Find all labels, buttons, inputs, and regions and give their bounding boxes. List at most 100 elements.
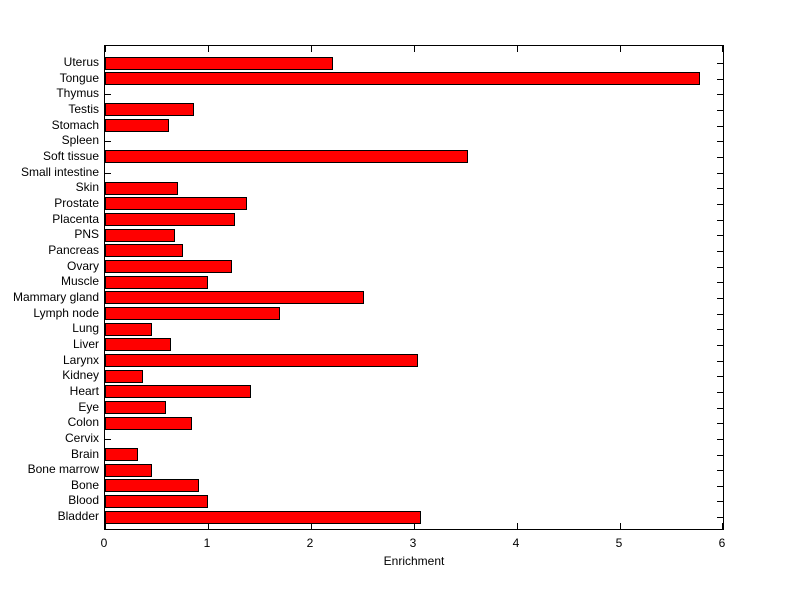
y-tick-label-eye: Eye [78, 400, 99, 414]
y-tick-mark-right [717, 455, 723, 456]
y-tick-mark-right [717, 392, 723, 393]
y-tick-mark-right [717, 470, 723, 471]
y-tick-label-larynx: Larynx [62, 353, 99, 367]
x-axis-title: Enrichment [383, 554, 445, 568]
y-tick-label-soft-tissue: Soft tissue [42, 149, 99, 163]
x-tick-label-2: 2 [306, 536, 314, 550]
y-tick-mark-right [717, 79, 723, 80]
bar-bone [105, 479, 199, 492]
bar-heart [105, 385, 251, 398]
x-tick-mark-bottom [208, 523, 209, 529]
y-tick-label-prostate: Prostate [54, 196, 99, 210]
y-tick-mark-right [717, 408, 723, 409]
y-tick-mark-right [717, 376, 723, 377]
x-tick-mark-bottom [311, 523, 312, 529]
y-tick-mark-right [717, 439, 723, 440]
bar-blood [105, 495, 208, 508]
x-tick-mark-top [722, 46, 723, 52]
x-tick-label-5: 5 [615, 536, 623, 550]
x-tick-mark-top [208, 46, 209, 52]
y-tick-label-pns: PNS [74, 227, 99, 241]
y-tick-label-pancreas: Pancreas [48, 243, 99, 257]
x-tick-mark-bottom [105, 523, 106, 529]
x-tick-mark-bottom [414, 523, 415, 529]
x-tick-label-0: 0 [100, 536, 108, 550]
y-tick-mark-left [105, 94, 111, 95]
y-tick-mark-right [717, 345, 723, 346]
y-tick-mark-right [717, 423, 723, 424]
bar-stomach [105, 119, 169, 132]
y-tick-mark-right [717, 235, 723, 236]
x-tick-mark-top [620, 46, 621, 52]
bar-pns [105, 229, 175, 242]
y-tick-mark-right [717, 110, 723, 111]
y-tick-mark-right [717, 173, 723, 174]
y-tick-label-mammary-gland: Mammary gland [12, 290, 99, 304]
y-tick-mark-right [717, 314, 723, 315]
bar-lung [105, 323, 152, 336]
x-tick-label-1: 1 [203, 536, 211, 550]
y-tick-mark-right [717, 204, 723, 205]
y-tick-label-blood: Blood [68, 493, 99, 507]
y-tick-mark-right [717, 329, 723, 330]
bar-mammary-gland [105, 291, 364, 304]
x-tick-mark-bottom [620, 523, 621, 529]
bar-testis [105, 103, 194, 116]
y-tick-label-tongue: Tongue [59, 71, 99, 85]
y-tick-mark-right [717, 298, 723, 299]
x-tick-label-4: 4 [512, 536, 520, 550]
y-tick-label-heart: Heart [69, 384, 99, 398]
bar-skin [105, 182, 178, 195]
y-tick-mark-right [717, 361, 723, 362]
y-tick-mark-left [105, 141, 111, 142]
x-tick-mark-bottom [722, 523, 723, 529]
bar-colon [105, 417, 192, 430]
y-tick-label-liver: Liver [72, 337, 99, 351]
y-tick-label-skin: Skin [75, 180, 99, 194]
x-tick-label-6: 6 [718, 536, 726, 550]
y-tick-mark-right [717, 63, 723, 64]
bar-ovary [105, 260, 232, 273]
bar-bone-marrow [105, 464, 152, 477]
x-tick-mark-top [105, 46, 106, 52]
y-tick-label-kidney: Kidney [62, 368, 99, 382]
y-tick-label-lung: Lung [72, 321, 99, 335]
y-tick-mark-right [717, 157, 723, 158]
y-tick-label-ovary: Ovary [66, 259, 99, 273]
x-tick-mark-bottom [517, 523, 518, 529]
y-tick-label-colon: Colon [67, 415, 99, 429]
y-tick-mark-right [717, 267, 723, 268]
y-tick-mark-right [717, 517, 723, 518]
plot-area [104, 45, 724, 530]
y-tick-label-cervix: Cervix [64, 431, 99, 445]
bar-brain [105, 448, 138, 461]
y-tick-mark-right [717, 486, 723, 487]
y-tick-label-brain: Brain [70, 447, 99, 461]
y-tick-mark-right [717, 126, 723, 127]
y-tick-label-placenta: Placenta [52, 212, 99, 226]
y-tick-mark-left [105, 439, 111, 440]
bar-kidney [105, 370, 143, 383]
y-tick-mark-right [717, 220, 723, 221]
bar-tongue [105, 72, 700, 85]
y-tick-label-testis: Testis [68, 102, 99, 116]
y-tick-label-bladder: Bladder [57, 509, 99, 523]
bar-eye [105, 401, 166, 414]
y-tick-mark-right [717, 188, 723, 189]
y-tick-mark-right [717, 141, 723, 142]
bar-prostate [105, 197, 247, 210]
bar-placenta [105, 213, 235, 226]
y-tick-mark-left [105, 173, 111, 174]
x-tick-mark-top [414, 46, 415, 52]
bar-liver [105, 338, 171, 351]
bar-uterus [105, 57, 333, 70]
bar-bladder [105, 511, 421, 524]
bar-muscle [105, 276, 208, 289]
y-tick-label-bone: Bone [70, 478, 99, 492]
y-tick-label-small-intestine: Small intestine [20, 165, 99, 179]
bar-pancreas [105, 244, 183, 257]
y-tick-label-lymph-node: Lymph node [33, 306, 99, 320]
y-tick-label-muscle: Muscle [60, 274, 99, 288]
bar-larynx [105, 354, 418, 367]
